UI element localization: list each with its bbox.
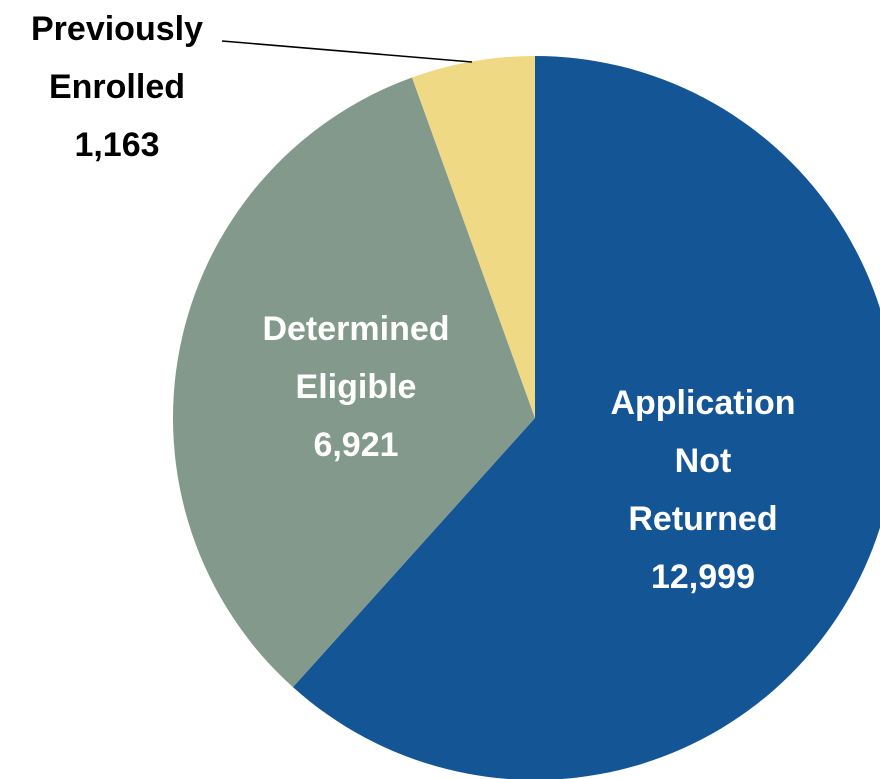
pie-slice xyxy=(292,56,880,779)
category-label: Previously Enrolled xyxy=(31,10,203,106)
category-label: Determined Eligible xyxy=(262,310,450,406)
value-label: 12,999 xyxy=(650,558,755,596)
pie-slice xyxy=(173,77,535,688)
slice-label: Application Not Returned 12,999 xyxy=(610,374,795,606)
category-label: Application Not Returned xyxy=(610,384,796,538)
pie-slice xyxy=(412,56,535,418)
slice-label: Determined Eligible 6,921 xyxy=(262,300,449,474)
leader-line xyxy=(221,40,473,63)
value-label: 6,921 xyxy=(313,426,399,464)
value-label: 1,163 xyxy=(74,126,160,164)
slice-label: Previously Enrolled 1,163 xyxy=(31,0,203,174)
